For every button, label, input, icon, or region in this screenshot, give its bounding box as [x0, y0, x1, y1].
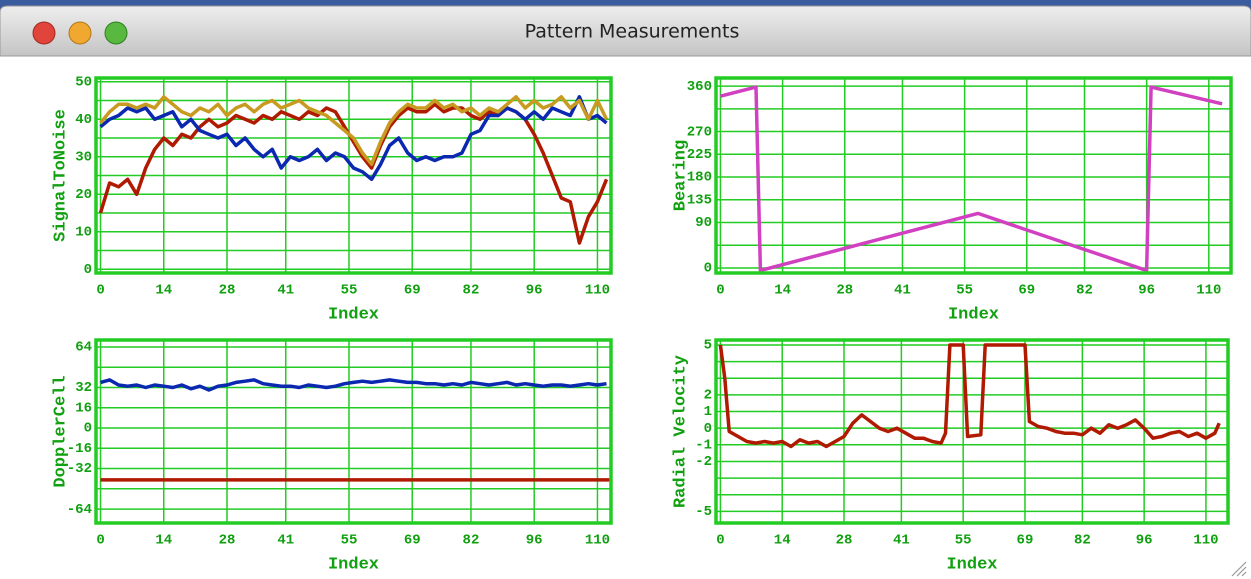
chart-panel: 0 90 135 180 225 270 360 0 14 28 41 55 69 82 96 110 Inde… — [671, 76, 1233, 324]
plot-border — [94, 338, 613, 525]
x-tick-label: 96 — [526, 283, 543, 299]
window-title: Pattern Measurements — [525, 21, 740, 43]
x-tick-label: 69 — [404, 533, 421, 549]
y-tick-label: 2 — [704, 388, 712, 404]
x-tick-label: 0 — [716, 283, 724, 299]
y-tick-label: 5 — [704, 338, 712, 354]
y-tick-label: 1 — [704, 404, 712, 420]
x-tick-label: 0 — [96, 533, 104, 549]
x-tick-label: 55 — [341, 283, 358, 299]
y-tick-label: 270 — [687, 124, 712, 140]
resize-grip[interactable] — [1231, 561, 1247, 577]
x-axis-title: Index — [328, 555, 379, 574]
x-tick-label: 82 — [1074, 533, 1091, 549]
plot-border — [94, 76, 613, 275]
y-tick-label: 40 — [75, 112, 92, 128]
x-tick-label: 110 — [1196, 283, 1221, 299]
x-tick-label: 55 — [955, 533, 972, 549]
y-axis-title: SignalToNoise — [51, 109, 70, 242]
chart-panel: -64 -32 -16 0 16 32 64 0 14 28 41 55 69 82 96 110 Index D… — [51, 338, 613, 574]
close-button[interactable] — [32, 21, 56, 45]
x-axis-title: Index — [946, 555, 997, 574]
chart-panel: 0 10 20 30 40 50 0 14 28 41 55 69 82 96 110 Index Signal… — [51, 74, 613, 324]
data-line — [100, 378, 607, 392]
minimize-button[interactable] — [68, 21, 92, 45]
x-tick-label: 41 — [277, 533, 294, 549]
x-tick-label: 14 — [155, 533, 172, 549]
x-tick-label: 110 — [1193, 533, 1218, 549]
y-tick-label: 20 — [75, 187, 92, 203]
y-axis-title: Bearing — [671, 140, 690, 211]
y-tick-label: 360 — [687, 79, 712, 95]
x-tick-label: 0 — [96, 283, 104, 299]
plot-border — [714, 338, 1230, 525]
y-tick-label: -2 — [695, 454, 712, 470]
y-tick-label: 10 — [75, 224, 92, 240]
y-tick-label: 0 — [704, 261, 712, 277]
zoom-button[interactable] — [104, 21, 128, 45]
x-tick-label: 41 — [894, 283, 911, 299]
x-tick-label: 82 — [463, 283, 480, 299]
y-tick-label: -1 — [695, 438, 712, 454]
y-tick-label: 90 — [695, 215, 712, 231]
y-axis-title: DopplerCell — [51, 375, 70, 487]
y-tick-label: -5 — [695, 504, 712, 520]
y-tick-label: 0 — [84, 421, 92, 437]
y-tick-label: -64 — [67, 502, 92, 518]
x-tick-label: 96 — [1136, 533, 1153, 549]
data-line — [99, 95, 609, 167]
x-tick-label: 41 — [893, 533, 910, 549]
y-tick-label: 30 — [75, 149, 92, 165]
x-tick-label: 28 — [219, 283, 236, 299]
x-axis-title: Index — [948, 305, 999, 324]
plot-border — [714, 76, 1233, 275]
x-tick-label: 0 — [716, 533, 724, 549]
y-tick-label: 0 — [84, 262, 92, 278]
x-tick-label: 14 — [155, 283, 172, 299]
y-axis-title: Radial Velocity — [671, 355, 690, 508]
data-line — [99, 95, 608, 182]
plot-area — [716, 78, 1231, 273]
data-line — [718, 343, 1221, 449]
x-tick-label: 96 — [1138, 283, 1155, 299]
y-tick-label: 0 — [704, 421, 712, 437]
x-tick-label: 110 — [585, 533, 610, 549]
x-tick-label: 69 — [1017, 533, 1034, 549]
x-tick-label: 82 — [1076, 283, 1093, 299]
y-tick-label: 225 — [687, 147, 712, 163]
x-tick-label: 28 — [836, 533, 853, 549]
x-tick-label: 28 — [219, 533, 236, 549]
y-tick-label: 32 — [75, 380, 92, 396]
x-tick-label: 14 — [774, 283, 791, 299]
x-tick-label: 96 — [526, 533, 543, 549]
y-tick-label: 135 — [687, 192, 712, 208]
data-line — [719, 85, 1223, 273]
x-tick-label: 110 — [585, 283, 610, 299]
plot-area — [716, 340, 1228, 523]
x-tick-label: 55 — [341, 533, 358, 549]
y-tick-label: 180 — [687, 170, 712, 186]
x-tick-label: 28 — [836, 283, 853, 299]
x-tick-label: 41 — [277, 283, 294, 299]
x-tick-label: 69 — [404, 283, 421, 299]
x-axis-title: Index — [328, 305, 379, 324]
y-tick-label: 64 — [75, 340, 92, 356]
x-tick-label: 14 — [774, 533, 791, 549]
x-tick-label: 55 — [956, 283, 973, 299]
x-tick-label: 69 — [1018, 283, 1035, 299]
x-tick-label: 82 — [463, 533, 480, 549]
y-tick-label: -16 — [67, 441, 92, 457]
y-tick-label: -32 — [67, 461, 92, 477]
y-tick-label: 50 — [75, 74, 92, 90]
y-tick-label: 16 — [75, 400, 92, 416]
plot-area — [96, 340, 611, 523]
